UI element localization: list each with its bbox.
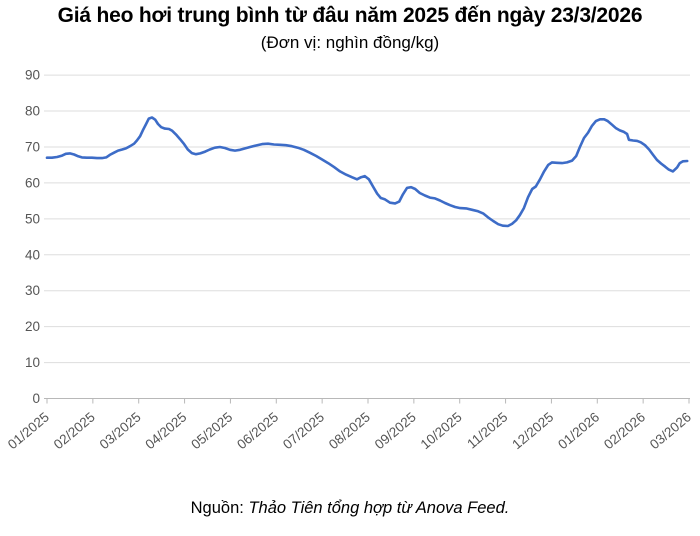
y-axis-tick-label: 60 xyxy=(25,175,40,190)
x-axis-tick-label: 10/2025 xyxy=(418,409,465,452)
x-axis-tick-label: 06/2025 xyxy=(234,409,281,452)
y-axis-tick-label: 0 xyxy=(32,391,40,406)
x-axis-tick-label: 03/2025 xyxy=(97,409,144,452)
y-axis-tick-label: 30 xyxy=(25,283,40,298)
y-axis-tick-label: 20 xyxy=(25,319,40,334)
y-axis-tick-label: 90 xyxy=(25,68,40,83)
y-axis-tick-label: 70 xyxy=(25,139,40,154)
x-axis-tick-label: 04/2025 xyxy=(142,409,189,452)
source-label: Nguồn: xyxy=(190,499,249,517)
x-axis-tick-label: 01/2026 xyxy=(555,409,602,452)
source-note: Nguồn: Thảo Tiên tổng hợp từ Anova Feed. xyxy=(0,499,700,518)
x-axis-tick-label: 03/2026 xyxy=(647,409,694,452)
chart-subtitle: (Đơn vị: nghìn đồng/kg) xyxy=(260,33,440,52)
x-axis-tick-label: 12/2025 xyxy=(509,409,556,452)
y-axis-tick-label: 40 xyxy=(25,247,40,262)
x-axis-tick-label: 02/2026 xyxy=(601,409,648,452)
source-text: Thảo Tiên tổng hợp từ Anova Feed. xyxy=(248,499,510,517)
price-line xyxy=(45,116,689,228)
y-axis-tick-label: 80 xyxy=(25,104,40,119)
x-axis-tick-label: 07/2025 xyxy=(280,409,327,452)
y-axis-tick-label: 10 xyxy=(25,355,40,370)
x-axis-tick-label: 11/2025 xyxy=(464,409,510,451)
x-axis-tick-label: 05/2025 xyxy=(188,409,235,452)
chart-title: Giá heo hơi trung bình từ đâu năm 2025 đ… xyxy=(57,4,643,27)
x-axis-tick-label: 08/2025 xyxy=(326,409,373,452)
x-axis-tick-label: 01/2025 xyxy=(5,409,52,452)
x-axis-tick-label: 09/2025 xyxy=(372,409,419,452)
y-axis-tick-label: 50 xyxy=(25,211,40,226)
x-axis-tick-label: 02/2025 xyxy=(51,409,98,452)
